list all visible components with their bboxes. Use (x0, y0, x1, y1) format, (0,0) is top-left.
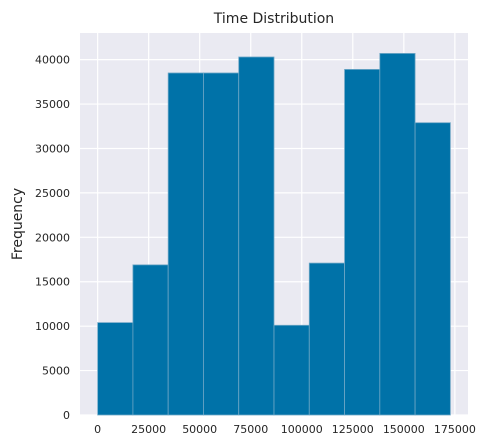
y-tick-label: 35000 (35, 98, 70, 111)
x-tick-label: 175000 (434, 423, 476, 436)
histogram-bar (273, 324, 310, 416)
y-tick-label: 40000 (35, 54, 70, 67)
y-tick-label: 30000 (35, 142, 70, 155)
y-tick-label: 0 (63, 409, 70, 422)
bars (97, 53, 451, 416)
x-tick-label: 0 (94, 423, 101, 436)
x-tick-label: 50000 (182, 423, 217, 436)
histogram-bar (379, 53, 416, 416)
chart-title: Time Distribution (213, 11, 334, 27)
x-tick-label: 75000 (233, 423, 268, 436)
y-axis-label: Frequency (10, 188, 26, 260)
x-tick-label: 25000 (131, 423, 166, 436)
histogram-bar (238, 56, 275, 416)
x-tick-label: 150000 (383, 423, 425, 436)
y-tick-label: 10000 (35, 320, 70, 333)
x-tick-label: 100000 (281, 423, 323, 436)
histogram-bar (344, 69, 381, 416)
y-tick-label: 20000 (35, 231, 70, 244)
x-tick-label: 125000 (332, 423, 374, 436)
histogram-bar (203, 72, 240, 416)
histogram-bar (97, 322, 134, 416)
histogram-bar (308, 262, 345, 416)
y-tick-label: 15000 (35, 276, 70, 289)
histogram-bar (167, 72, 204, 416)
x-axis-ticks: 0 25000 50000 75000 100000 125000 150000 175000 (94, 423, 476, 436)
histogram-bar (132, 264, 169, 416)
y-tick-label: 5000 (42, 365, 70, 378)
histogram-bar (414, 122, 451, 416)
y-tick-label: 25000 (35, 187, 70, 200)
y-axis-ticks: 0 5000 10000 15000 20000 25000 30000 35000 40000 (35, 54, 70, 422)
